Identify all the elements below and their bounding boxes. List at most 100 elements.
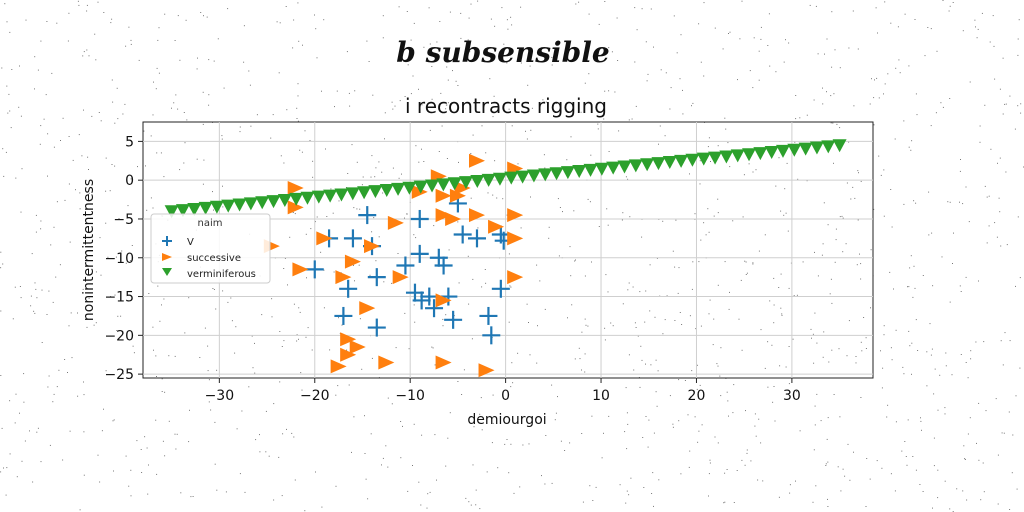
noise-dot (999, 157, 1001, 159)
noise-dot (741, 459, 743, 461)
noise-dot (764, 234, 766, 236)
data-point-plus (396, 256, 415, 275)
noise-dot (447, 79, 449, 81)
noise-dot (898, 59, 900, 61)
noise-dot (728, 415, 729, 417)
noise-dot (951, 374, 953, 376)
data-point-triangle-down (357, 186, 372, 200)
noise-dot (658, 479, 660, 481)
noise-dot (712, 344, 714, 346)
noise-dot (446, 158, 448, 159)
noise-dot (447, 437, 449, 439)
noise-dot (156, 67, 158, 69)
noise-dot (351, 144, 353, 146)
noise-dot (364, 415, 365, 417)
noise-dot (952, 263, 953, 264)
noise-dot (404, 217, 405, 219)
noise-dot (493, 95, 495, 97)
noise-dot (46, 21, 48, 22)
noise-dot (698, 23, 700, 25)
noise-dot (758, 79, 760, 81)
noise-dot (986, 242, 988, 244)
noise-dot (784, 188, 786, 190)
noise-dot (470, 504, 472, 506)
noise-dot (179, 59, 181, 61)
noise-dot (150, 135, 152, 137)
x-tick-label: 0 (501, 388, 510, 404)
noise-dot (88, 192, 90, 194)
noise-dot (631, 118, 633, 120)
noise-dot (579, 358, 581, 360)
noise-dot (353, 264, 354, 266)
noise-dot (1000, 245, 1002, 247)
noise-dot (103, 408, 104, 410)
noise-dot (815, 5, 817, 7)
noise-dot (176, 433, 178, 435)
noise-dot (346, 349, 348, 351)
noise-dot (966, 499, 968, 501)
noise-dot (755, 169, 757, 171)
noise-dot (420, 504, 422, 506)
noise-dot (472, 278, 474, 280)
noise-dot (261, 314, 263, 316)
noise-dot (578, 1, 580, 3)
noise-dot (998, 197, 1000, 199)
noise-dot (978, 280, 979, 282)
noise-dot (297, 2, 299, 4)
noise-dot (470, 197, 472, 199)
noise-dot (431, 66, 433, 67)
data-point-plus (453, 225, 472, 244)
noise-dot (705, 234, 707, 236)
noise-dot (830, 95, 832, 97)
noise-dot (628, 354, 630, 356)
noise-dot (335, 394, 337, 396)
noise-dot (860, 278, 862, 280)
noise-dot (41, 289, 43, 291)
noise-dot (423, 46, 425, 48)
noise-dot (3, 467, 4, 469)
data-point-triangle-down (708, 151, 723, 165)
x-tick-label: −30 (205, 388, 235, 404)
noise-dot (960, 354, 962, 355)
noise-dot (810, 328, 812, 330)
noise-dot (287, 284, 288, 286)
data-point-plus (429, 248, 448, 267)
noise-dot (117, 118, 119, 120)
noise-dot (395, 347, 397, 349)
noise-dot (903, 120, 905, 122)
noise-dot (707, 208, 709, 210)
noise-dot (110, 22, 112, 24)
noise-dot (622, 212, 624, 214)
noise-dot (634, 7, 636, 9)
noise-dot (243, 61, 245, 63)
noise-dot (541, 475, 542, 477)
noise-dot (554, 419, 556, 421)
noise-dot (204, 327, 206, 329)
noise-dot (255, 439, 257, 441)
noise-dot (625, 387, 627, 389)
noise-dot (292, 47, 294, 49)
noise-dot (551, 384, 553, 386)
noise-dot (97, 454, 99, 456)
noise-dot (778, 496, 780, 498)
noise-dot (1014, 128, 1016, 130)
noise-dot (162, 440, 164, 442)
noise-dot (2, 148, 4, 150)
noise-dot (216, 369, 218, 371)
noise-dot (64, 359, 66, 360)
noise-dot (177, 108, 179, 110)
noise-dot (825, 465, 827, 466)
noise-dot (988, 195, 990, 197)
noise-dot (256, 114, 258, 116)
noise-dot (788, 42, 790, 44)
data-point-plus (305, 260, 324, 279)
data-point-triangle-down (504, 171, 519, 185)
noise-dot (889, 271, 891, 273)
noise-dot (1005, 171, 1007, 173)
noise-dot (525, 130, 526, 132)
noise-dot (786, 162, 788, 164)
noise-dot (107, 256, 109, 258)
noise-dot (477, 0, 479, 2)
noise-dot (676, 52, 678, 54)
noise-dot (83, 109, 84, 111)
